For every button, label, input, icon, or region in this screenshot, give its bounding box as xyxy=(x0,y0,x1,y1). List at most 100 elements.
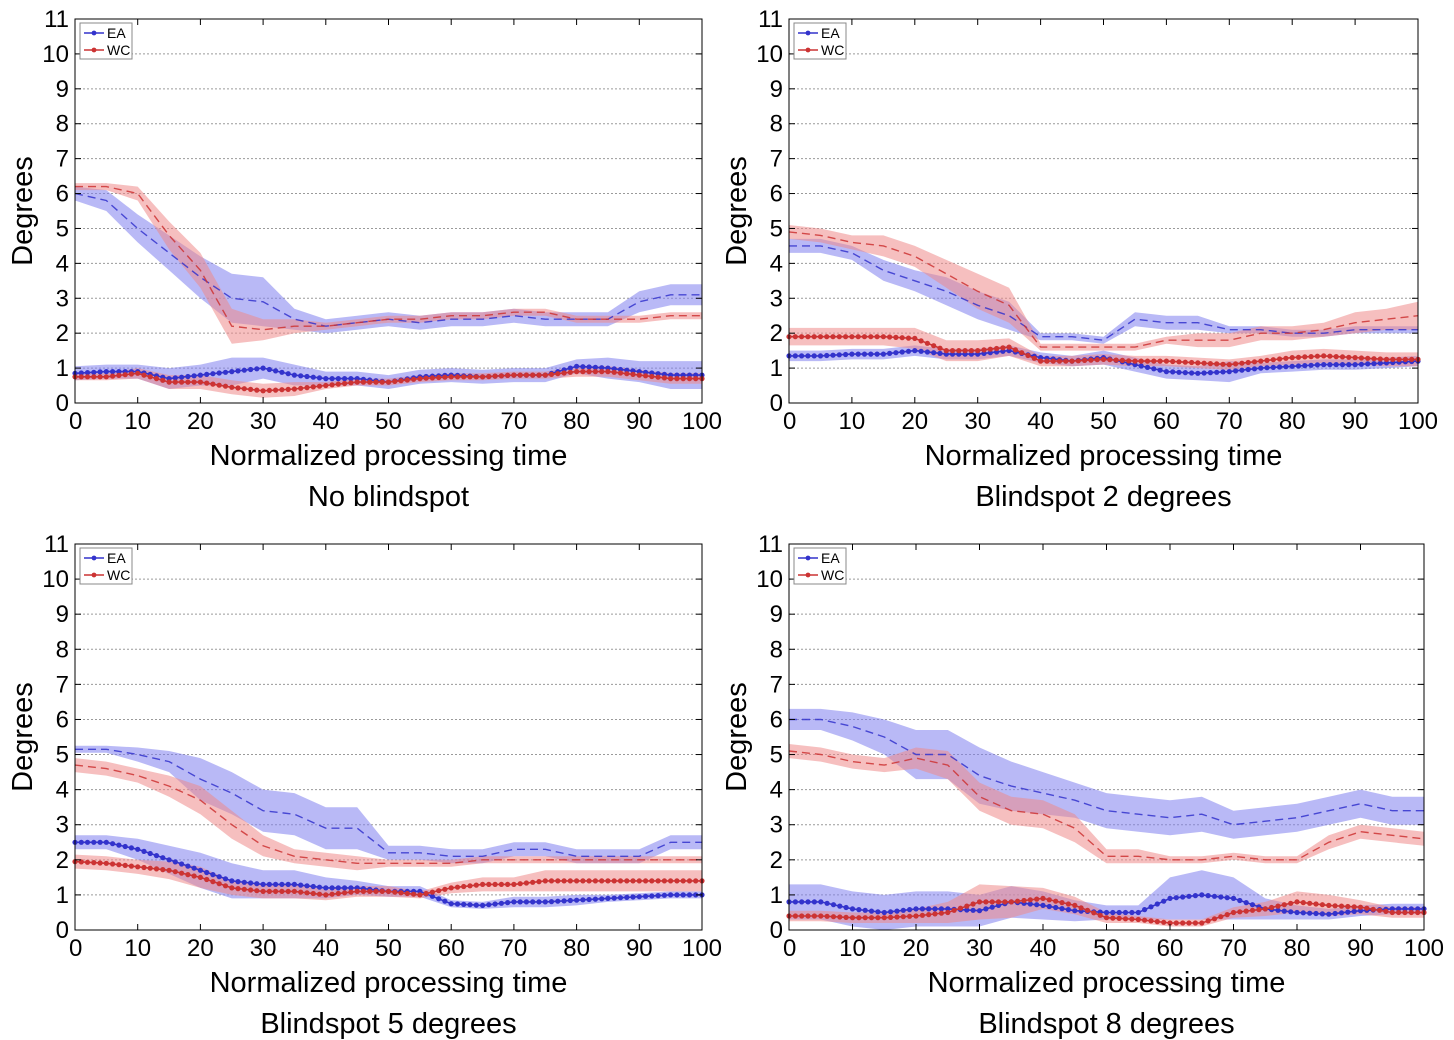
legend-box xyxy=(79,22,133,60)
legend-marker-wc xyxy=(805,572,811,578)
data-point xyxy=(574,897,580,903)
data-point xyxy=(1339,362,1346,368)
band-ea-dashed xyxy=(75,745,702,864)
data-point xyxy=(505,900,511,906)
data-point xyxy=(1170,358,1176,365)
data-point xyxy=(1371,356,1377,362)
data-point xyxy=(970,901,976,907)
data-point xyxy=(643,373,649,379)
data-point xyxy=(392,889,398,895)
data-point xyxy=(1408,906,1414,912)
data-point xyxy=(605,895,611,902)
data-point xyxy=(78,839,84,845)
data-point xyxy=(1402,356,1408,362)
data-point xyxy=(674,376,680,382)
x-axis-label: Normalized processing time xyxy=(925,440,1283,472)
data-point xyxy=(335,376,341,382)
line-wc-dashed xyxy=(788,750,1425,861)
data-point xyxy=(285,371,291,377)
data-point xyxy=(905,348,912,354)
data-point xyxy=(887,350,893,356)
data-point xyxy=(304,883,310,889)
data-point xyxy=(661,892,668,898)
data-point xyxy=(805,913,811,919)
data-point xyxy=(918,348,924,354)
data-point xyxy=(592,369,599,375)
data-point xyxy=(84,374,91,380)
y-tick-label: 6 xyxy=(56,181,69,208)
data-point xyxy=(323,885,329,891)
data-point xyxy=(367,888,373,895)
data-point xyxy=(78,370,84,376)
data-point xyxy=(1383,908,1389,915)
data-point xyxy=(561,370,567,376)
data-point xyxy=(467,883,473,889)
markers-wc xyxy=(72,859,705,898)
y-tick-label: 4 xyxy=(56,777,69,804)
data-point xyxy=(1352,355,1358,361)
data-point xyxy=(1327,362,1333,368)
data-point xyxy=(1338,903,1345,909)
data-point xyxy=(1262,906,1268,912)
data-point xyxy=(222,876,229,882)
data-point xyxy=(1151,358,1157,364)
data-point xyxy=(197,874,203,881)
data-point xyxy=(216,874,222,880)
data-point xyxy=(1180,920,1186,926)
data-point xyxy=(97,374,103,380)
data-point xyxy=(1135,909,1141,916)
data-point xyxy=(185,379,191,385)
data-point xyxy=(498,900,504,906)
data-point xyxy=(924,340,931,346)
data-point xyxy=(994,345,1000,352)
data-point xyxy=(204,371,210,377)
data-point xyxy=(216,881,222,887)
data-point xyxy=(1408,909,1414,916)
data-point xyxy=(1346,362,1352,368)
data-point xyxy=(668,878,674,884)
data-point xyxy=(1352,362,1358,368)
data-point xyxy=(342,380,348,387)
data-point xyxy=(1239,360,1245,366)
data-point xyxy=(1201,370,1207,376)
chart-panel-2: 0 10 20 30 40 50 60 70 80 90 10001234567891011Norm… xyxy=(721,6,1438,513)
data-point xyxy=(229,384,235,390)
legend-marker-ea xyxy=(91,30,97,36)
data-point xyxy=(824,900,830,906)
data-point xyxy=(811,913,818,919)
x-tick-label: 100 xyxy=(682,935,722,962)
data-point xyxy=(693,376,699,382)
data-point xyxy=(448,374,454,380)
data-point xyxy=(643,878,649,884)
legend-box xyxy=(79,547,133,585)
data-point xyxy=(924,349,931,355)
data-point xyxy=(799,334,805,340)
data-point xyxy=(1377,360,1383,366)
data-point xyxy=(1277,356,1283,362)
data-point xyxy=(1326,911,1332,917)
data-point xyxy=(373,888,379,895)
data-point xyxy=(912,348,918,354)
data-point xyxy=(1251,359,1258,365)
data-point xyxy=(204,876,210,883)
data-point xyxy=(1059,906,1065,912)
data-point xyxy=(122,843,128,850)
data-point xyxy=(310,883,316,890)
line-wc-dashed xyxy=(788,231,1419,348)
y-tick-label: 6 xyxy=(770,706,783,733)
data-point xyxy=(279,881,285,888)
data-point xyxy=(342,885,348,891)
data-point xyxy=(241,386,247,392)
data-point xyxy=(530,879,536,885)
data-point xyxy=(1122,916,1129,922)
data-point xyxy=(1189,370,1195,376)
data-point xyxy=(592,878,599,884)
data-point xyxy=(335,890,341,897)
data-point xyxy=(1103,909,1110,916)
line-ea-dashed xyxy=(789,718,1424,826)
chart-panel-3: 0 10 20 30 40 50 60 70 80 90 10001234567891011Norm… xyxy=(7,531,722,1040)
data-point xyxy=(373,379,379,385)
data-point xyxy=(298,882,304,888)
